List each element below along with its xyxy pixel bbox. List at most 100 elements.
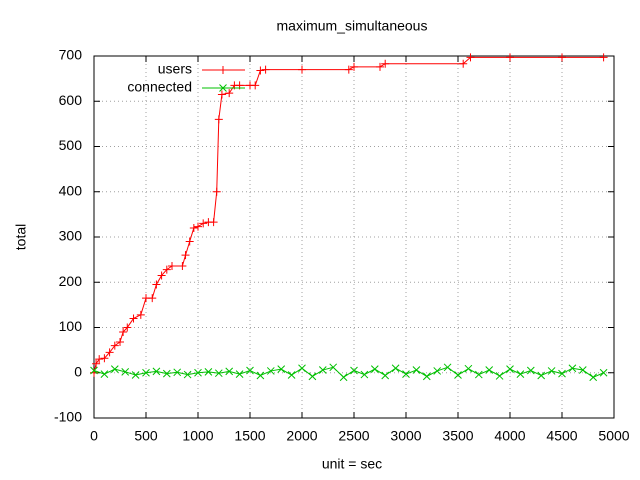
data-point	[178, 261, 187, 270]
chart-title: maximum_simultaneous	[277, 18, 428, 34]
data-point	[485, 366, 494, 374]
y-axis-label: total	[13, 224, 29, 250]
y-tick-label: 700	[59, 47, 83, 63]
data-point	[381, 59, 390, 68]
y-tick-label: 400	[59, 182, 83, 198]
x-tick-label: 5000	[598, 428, 629, 444]
data-point	[599, 368, 608, 377]
data-point	[558, 369, 566, 378]
data-point	[152, 280, 161, 289]
data-point	[318, 366, 327, 374]
x-tick-label: 500	[134, 428, 158, 444]
data-point	[298, 364, 306, 373]
data-point	[217, 90, 226, 99]
data-point	[459, 59, 468, 68]
legend-label: users	[158, 61, 192, 77]
data-point	[350, 62, 358, 71]
x-tick-label: 2500	[338, 428, 369, 444]
data-point	[537, 371, 546, 380]
data-point	[339, 373, 348, 382]
series-line	[93, 56, 604, 373]
data-point	[568, 364, 577, 373]
x-tick-label: 3000	[390, 428, 421, 444]
data-point	[129, 314, 138, 323]
data-point	[344, 65, 353, 74]
data-point	[266, 367, 275, 375]
data-point	[433, 367, 442, 375]
data-point	[526, 366, 535, 375]
data-point	[506, 365, 514, 373]
y-tick-label: 200	[59, 273, 83, 289]
legend-marker	[219, 66, 227, 74]
x-tick-label: 1000	[182, 428, 213, 444]
data-point	[578, 366, 587, 374]
data-point	[506, 53, 514, 62]
y-tick-label: 300	[59, 228, 83, 244]
data-point	[495, 372, 504, 380]
data-point	[235, 370, 244, 378]
data-point	[90, 366, 98, 375]
data-point	[298, 65, 306, 74]
x-tick-label: 0	[90, 428, 98, 444]
data-point	[516, 370, 525, 378]
data-point	[121, 367, 130, 376]
data-point	[443, 363, 452, 372]
data-point	[162, 265, 171, 274]
data-point	[589, 373, 598, 382]
data-point	[381, 371, 390, 380]
data-point	[287, 371, 296, 379]
series-line	[93, 366, 604, 378]
data-point	[92, 359, 101, 368]
legend-marker	[219, 84, 227, 92]
data-point	[116, 337, 124, 346]
y-tick-label: -100	[54, 409, 82, 425]
data-point	[95, 355, 104, 364]
data-point	[256, 66, 265, 75]
data-point	[142, 368, 150, 377]
data-point	[422, 372, 431, 381]
data-point	[329, 363, 338, 372]
data-point	[376, 62, 384, 71]
plot-border	[93, 55, 615, 419]
data-point	[110, 365, 119, 373]
data-point	[547, 367, 556, 375]
data-point	[225, 89, 234, 98]
data-point	[256, 371, 265, 380]
data-point	[123, 323, 132, 332]
data-point	[261, 65, 270, 74]
data-point	[100, 370, 109, 378]
data-point	[189, 223, 198, 232]
y-tick-label: 600	[59, 92, 83, 108]
data-point	[474, 370, 483, 379]
data-point	[152, 367, 161, 376]
x-tick-label: 3500	[442, 428, 473, 444]
x-tick-label: 4000	[494, 428, 525, 444]
data-point	[360, 370, 369, 379]
data-point	[148, 294, 157, 303]
data-point	[105, 348, 114, 357]
data-point	[185, 237, 194, 246]
data-point	[131, 371, 140, 379]
data-point	[204, 367, 213, 376]
data-point	[173, 368, 182, 377]
data-point	[370, 365, 379, 373]
data-point	[599, 53, 608, 62]
x-tick-label: 1500	[234, 428, 265, 444]
data-point	[212, 187, 221, 196]
x-tick-label: 2000	[286, 428, 317, 444]
y-tick-label: 500	[59, 137, 83, 153]
data-point	[194, 368, 202, 377]
data-point	[100, 354, 109, 363]
x-tick-label: 4500	[546, 428, 577, 444]
data-point	[162, 369, 171, 378]
y-tick-label: 100	[59, 318, 83, 334]
data-point	[214, 369, 223, 378]
y-tick-label: 0	[74, 363, 82, 379]
data-point	[183, 370, 192, 379]
data-point	[277, 365, 286, 373]
data-point	[209, 218, 218, 227]
data-point	[168, 261, 176, 270]
data-point	[194, 222, 202, 231]
data-point	[181, 251, 190, 260]
data-point	[110, 341, 119, 350]
